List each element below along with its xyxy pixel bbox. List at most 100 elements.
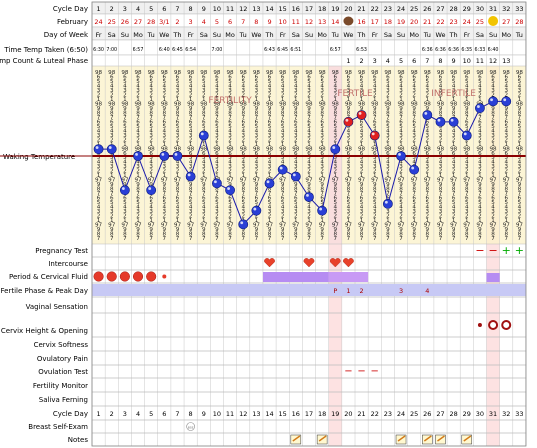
temp-tick: 8: [452, 232, 456, 238]
temp-tick: 4: [294, 205, 298, 211]
temp-tick: 5: [255, 155, 259, 161]
temp-tick: 6: [110, 74, 114, 80]
temp-tick: 7: [228, 236, 232, 242]
temp-count-cell: 1: [346, 57, 350, 65]
temp-tick: 8: [504, 110, 508, 116]
temp-tick: 7: [373, 236, 377, 242]
temperature-point-glint: [253, 207, 257, 211]
temp-tick: 97: [411, 223, 419, 229]
temp-tick: 4: [426, 83, 430, 89]
date-cell: 13: [318, 18, 326, 26]
temp-tick: 6: [215, 74, 219, 80]
temp-tick: 3: [163, 88, 167, 94]
temp-tick: 5: [294, 200, 298, 206]
temp-tick: 98: [358, 146, 366, 152]
temp-tick: 8: [307, 110, 311, 116]
temp-tick: 3: [97, 88, 101, 94]
temp-tick: 9: [307, 227, 311, 233]
temp-tick: 4: [149, 83, 153, 89]
temp-tick: 8: [347, 232, 351, 238]
temp-tick: 9: [439, 106, 443, 112]
temp-tick: 4: [307, 128, 311, 134]
temp-tick: 6: [268, 119, 272, 125]
temp-tick: 5: [202, 124, 206, 130]
temp-tick: 1: [465, 218, 469, 224]
date-cell: 23: [449, 18, 457, 26]
temp-tick: 9: [373, 227, 377, 233]
temp-tick: 1: [202, 173, 206, 179]
fertile-marker: 3: [399, 287, 403, 295]
temp-tick: 8: [110, 110, 114, 116]
temp-tick: 9: [478, 182, 482, 188]
temp-tick: 8: [478, 187, 482, 193]
temp-tick: 7: [478, 191, 482, 197]
temp-tick: 3: [163, 209, 167, 215]
date-cell: 11: [292, 18, 300, 26]
temp-tick: 98: [266, 101, 274, 107]
temp-tick: 9: [149, 106, 153, 112]
temp-tick: 7: [97, 236, 101, 242]
temp-tick: 9: [136, 106, 140, 112]
temp-tick: 2: [241, 214, 245, 220]
temp-tick: 98: [384, 146, 392, 152]
temp-tick: 98: [279, 146, 287, 152]
temp-tick: 98: [319, 146, 327, 152]
temp-tick: 98: [174, 101, 182, 107]
special-date-icon: [343, 16, 354, 26]
temp-tick: 6: [241, 151, 245, 157]
cycle-day-cell-bottom: 10: [213, 410, 221, 418]
temp-tick: 9: [347, 106, 351, 112]
time-cell: 6:54: [185, 47, 196, 53]
temp-tick: 5: [452, 155, 456, 161]
temp-tick: 98: [134, 70, 142, 76]
temp-tick: 3: [176, 88, 180, 94]
temp-tick: 4: [163, 205, 167, 211]
temp-tick: 5: [412, 200, 416, 206]
temp-tick: 4: [478, 83, 482, 89]
temp-tick: 4: [320, 160, 324, 166]
temp-tick: 2: [136, 137, 140, 143]
temp-tick: 2: [333, 137, 337, 143]
cycle-day-cell: 28: [449, 5, 457, 13]
temp-tick: 4: [386, 128, 390, 134]
date-cell: 22: [436, 18, 444, 26]
temp-tick: 2: [360, 169, 364, 175]
temp-tick: 3: [320, 164, 324, 170]
temp-tick: 7: [439, 236, 443, 242]
row-label-saliva: Saliva Ferning: [39, 396, 88, 404]
temp-tick: 4: [97, 83, 101, 89]
temperature-point-glint: [398, 153, 401, 156]
temp-tick: 5: [439, 155, 443, 161]
temp-tick: 9: [110, 182, 114, 188]
temp-tick: 98: [174, 70, 182, 76]
temp-tick: 3: [281, 133, 285, 139]
temp-tick: 4: [241, 83, 245, 89]
temp-tick: 4: [347, 128, 351, 134]
temp-tick: 9: [123, 227, 127, 233]
temp-tick: 2: [320, 214, 324, 220]
temp-tick: 5: [281, 200, 285, 206]
temp-tick: 2: [228, 92, 232, 98]
temp-tick: 6: [465, 196, 469, 202]
temp-tick: 1: [491, 142, 495, 148]
temp-tick: 5: [294, 155, 298, 161]
temp-tick: 98: [503, 146, 511, 152]
temp-count-cell: 10: [463, 57, 471, 65]
temp-tick: 3: [294, 209, 298, 215]
temp-tick: 4: [110, 83, 114, 89]
temp-tick: 98: [227, 70, 235, 76]
temp-tick: 98: [266, 70, 274, 76]
cycle-day-cell: 20: [344, 5, 352, 13]
time-cell: 6:35: [461, 47, 472, 53]
temp-tick: 98: [397, 146, 405, 152]
temperature-point: [277, 164, 288, 175]
temp-tick: 3: [149, 164, 153, 170]
temp-tick: 5: [268, 124, 272, 130]
temp-tick: 2: [136, 92, 140, 98]
temp-tick: 1: [320, 142, 324, 148]
temp-tick: 6: [215, 196, 219, 202]
temp-tick: 98: [358, 70, 366, 76]
temp-tick: 1: [518, 218, 522, 224]
temp-tick: 7: [228, 115, 232, 121]
temp-tick: 8: [136, 187, 140, 193]
